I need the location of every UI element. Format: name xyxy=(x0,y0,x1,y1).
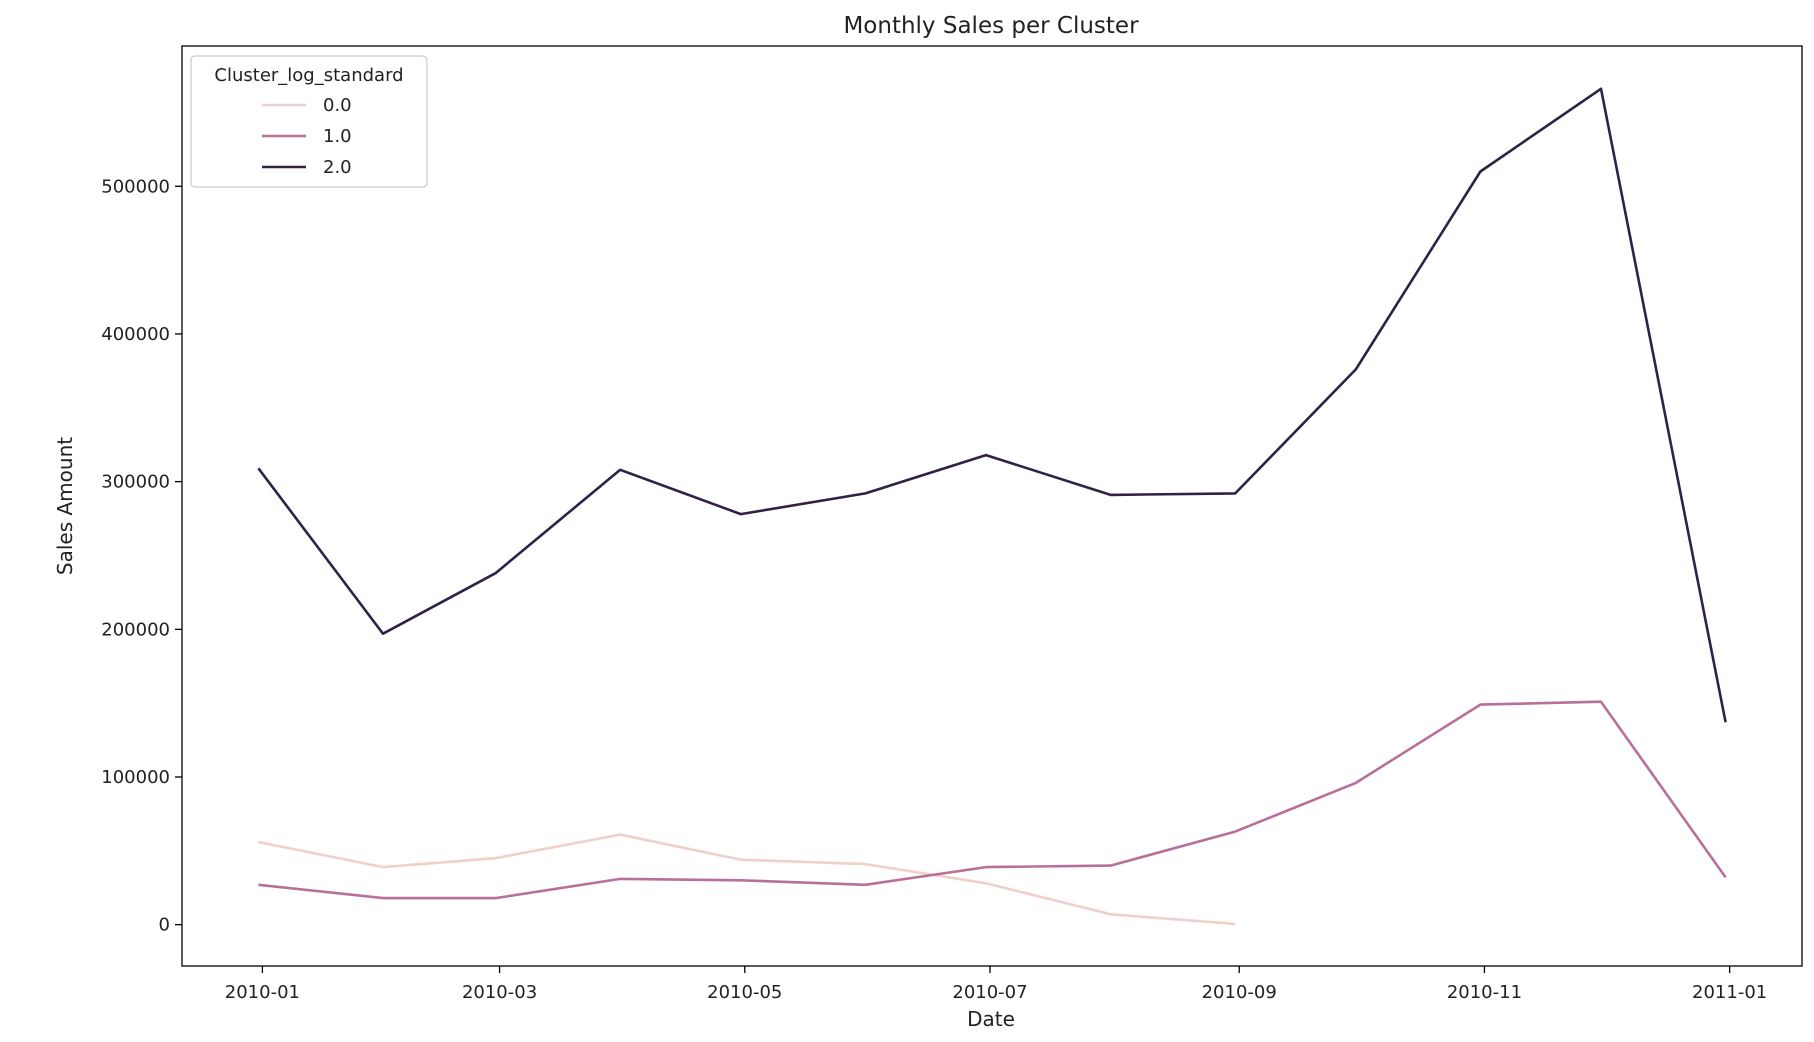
chart-title: Monthly Sales per Cluster xyxy=(843,13,1139,39)
legend: Cluster_log_standard 0.0 1.0 2.0 xyxy=(190,55,428,188)
series-line-2-0 xyxy=(257,87,1727,723)
x-tick-label: 2010-09 xyxy=(1202,982,1277,1003)
y-tick-label: 400000 xyxy=(101,324,170,345)
y-tick-label: 500000 xyxy=(101,176,170,197)
x-axis: 2010-01 2010-03 2010-05 2010-07 2010-09 2010-… xyxy=(225,966,1767,1003)
series-layer xyxy=(257,87,1727,926)
x-tick-label: 2010-11 xyxy=(1447,982,1522,1003)
y-tick-label: 300000 xyxy=(101,472,170,493)
legend-label: 1.0 xyxy=(323,126,352,147)
y-tick-label: 0 xyxy=(159,915,170,936)
x-tick-label: 2010-01 xyxy=(225,982,300,1003)
legend-title: Cluster_log_standard xyxy=(214,65,403,86)
legend-label: 2.0 xyxy=(323,157,352,178)
legend-box xyxy=(190,55,428,188)
x-tick-label: 2010-05 xyxy=(707,982,782,1003)
x-axis-label: Date xyxy=(967,1007,1015,1031)
y-tick-label: 100000 xyxy=(101,767,170,788)
y-tick-label: 200000 xyxy=(101,619,170,640)
y-axis-label: Sales Amount xyxy=(53,437,77,575)
x-tick-label: 2010-07 xyxy=(952,982,1027,1003)
series-line-0-0 xyxy=(258,833,1236,926)
x-tick-label: 2011-01 xyxy=(1692,982,1767,1003)
x-tick-label: 2010-03 xyxy=(462,982,537,1003)
series-line-1-0 xyxy=(258,700,1727,900)
legend-label: 0.0 xyxy=(323,95,352,116)
y-axis: 0 100000 200000 300000 400000 500000 xyxy=(101,176,182,936)
plot-area xyxy=(181,45,1803,967)
